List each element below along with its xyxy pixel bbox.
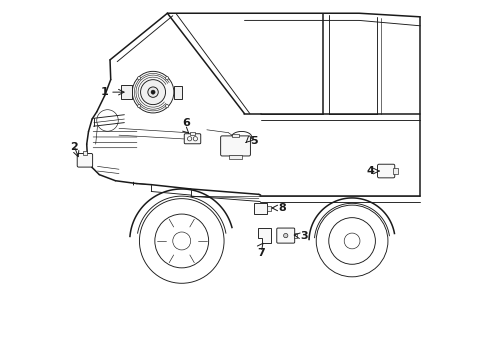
Circle shape — [147, 87, 158, 97]
Text: 7: 7 — [256, 248, 264, 258]
Circle shape — [137, 104, 141, 108]
Bar — [267, 206, 270, 211]
Bar — [82, 151, 87, 155]
FancyBboxPatch shape — [377, 164, 394, 178]
Bar — [231, 134, 239, 137]
Bar — [293, 233, 297, 238]
Circle shape — [137, 77, 141, 80]
Bar — [189, 132, 195, 135]
Text: 2: 2 — [70, 142, 78, 152]
Bar — [392, 168, 397, 174]
Bar — [228, 154, 242, 159]
Bar — [253, 203, 267, 214]
Text: 6: 6 — [182, 118, 190, 128]
Circle shape — [283, 233, 287, 238]
Text: 4: 4 — [366, 166, 373, 176]
Bar — [174, 86, 182, 99]
Circle shape — [140, 80, 165, 105]
Circle shape — [132, 71, 174, 113]
Text: 3: 3 — [300, 231, 307, 240]
Circle shape — [151, 90, 155, 94]
Circle shape — [165, 104, 168, 108]
Text: 1: 1 — [100, 87, 108, 97]
FancyBboxPatch shape — [276, 228, 294, 243]
Polygon shape — [257, 228, 270, 243]
Text: 5: 5 — [249, 136, 257, 145]
Polygon shape — [231, 131, 251, 143]
FancyBboxPatch shape — [184, 134, 201, 144]
Text: 8: 8 — [278, 203, 286, 213]
FancyBboxPatch shape — [220, 136, 250, 156]
Circle shape — [165, 77, 168, 80]
Bar — [121, 85, 132, 99]
FancyBboxPatch shape — [77, 153, 92, 167]
